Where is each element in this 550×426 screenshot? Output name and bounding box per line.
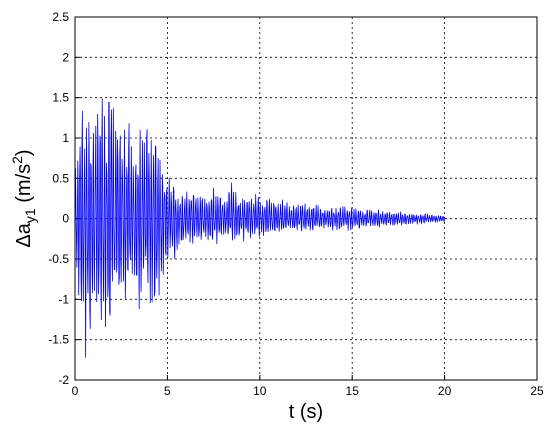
x-axis-label: t (s) — [289, 401, 323, 423]
plot-frame — [74, 16, 538, 381]
x-tick-labels: 0 5 10 15 20 25 — [72, 384, 544, 398]
series-group — [74, 98, 445, 358]
x-tick-label: 25 — [530, 384, 544, 398]
y-tick-label: 0.5 — [52, 171, 69, 185]
y-axis-label-unit-close: ) — [13, 149, 35, 156]
y-axis-label-unit-open: (m/s — [13, 164, 35, 208]
series-line-0 — [74, 98, 445, 358]
y-tick-label: -2 — [58, 373, 69, 387]
x-tick-label: 15 — [346, 384, 360, 398]
y-tick-labels: -2 -1.5 -1 -0.5 0 0.5 1 1.5 2 2.5 — [48, 10, 69, 387]
y-tick-label: -1.5 — [48, 333, 69, 347]
y-axis-label-subscript: y1 — [22, 208, 38, 223]
y-tick-label: 1.5 — [52, 91, 69, 105]
y-tick-label: 1 — [62, 131, 69, 145]
y-axis-label: Δay1 (m/s2) — [9, 149, 38, 247]
y-tick-label: 2 — [62, 50, 69, 64]
y-axis-label-base: Δa — [13, 222, 35, 247]
x-tick-label: 5 — [164, 384, 171, 398]
y-tick-label: -0.5 — [48, 252, 69, 266]
x-tick-label: 10 — [253, 384, 267, 398]
y-axis-label-superscript: 2 — [9, 156, 25, 164]
y-tick-label: 0 — [62, 212, 69, 226]
x-tick-label: 0 — [72, 384, 79, 398]
y-tick-label: -1 — [58, 292, 69, 306]
x-tick-label: 20 — [438, 384, 452, 398]
y-tick-label: 2.5 — [52, 10, 69, 24]
